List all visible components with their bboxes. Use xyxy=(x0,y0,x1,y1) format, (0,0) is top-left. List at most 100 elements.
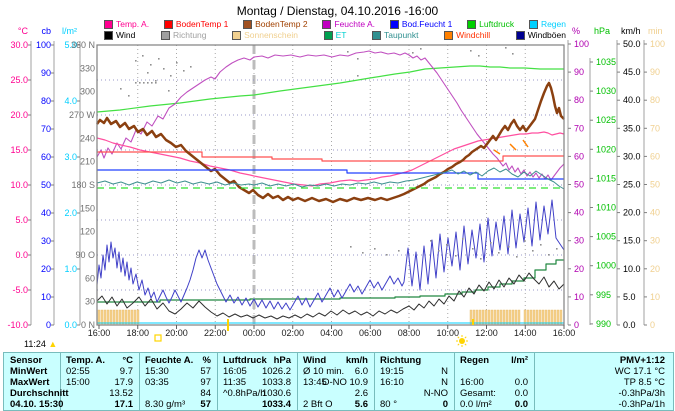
legend-item-wind[interactable]: Wind xyxy=(104,31,135,40)
sunshine-bar xyxy=(130,309,134,325)
sunshine-bar xyxy=(523,309,527,325)
legend-item-richtung[interactable]: Richtung xyxy=(160,31,207,40)
cell-value: 1026.2 xyxy=(261,366,291,377)
series-richtung-dot xyxy=(386,254,388,256)
legend-color-swatch xyxy=(160,31,170,40)
series-richtung-dot xyxy=(532,250,534,252)
axis-tick-label: -10.0 xyxy=(7,320,28,330)
cell-value: WC 17.1 °C xyxy=(614,366,665,377)
cell-text: 03:35 xyxy=(145,377,169,388)
series-luftdruck xyxy=(96,65,564,113)
legend-item-temp-a-[interactable]: Temp. A. xyxy=(104,20,149,29)
axis-tick-label: 5.0 xyxy=(64,40,77,50)
legend-item-windchill[interactable]: Windchill xyxy=(444,31,490,40)
axis-tick-label: 0.0 xyxy=(64,320,77,330)
legend-item-taupunkt[interactable]: Taupunkt xyxy=(372,31,419,40)
cell-value: 97 xyxy=(200,377,211,388)
sunrise-sun-ray xyxy=(464,343,467,346)
sunshine-bar xyxy=(112,309,116,325)
cell-value: N xyxy=(441,366,448,377)
axis-tick-label: % xyxy=(572,26,580,36)
cell-text: 02:55 xyxy=(66,366,90,377)
legend-color-swatch xyxy=(322,20,332,29)
series-richtung-dot xyxy=(155,82,157,84)
cell-value: -0.3hPa/1h xyxy=(618,399,665,410)
axis-tick-label: 16:00 xyxy=(553,328,576,338)
axis-tick-label: 90 O xyxy=(75,250,95,260)
legend-item-windb-en[interactable]: Windböen xyxy=(515,30,566,40)
legend-item-feuchte-a-[interactable]: Feuchte A. xyxy=(322,20,375,29)
cell-text: Feuchte A. xyxy=(145,355,194,366)
cell-value: 17.9 xyxy=(114,377,134,388)
table-row: MaxWert 15:00 17.9 03:35 97 11:35 1033.8 13:45 O… xyxy=(4,377,673,388)
axis-tick-label: 15.0 xyxy=(10,145,28,155)
axis-tick-label: 180 S xyxy=(71,180,95,190)
table-column-separator xyxy=(374,353,375,410)
series-richtung-dot xyxy=(163,68,165,70)
cell-text: 11:35 xyxy=(223,377,247,388)
data-cell: ^0.8hPa/h 1030.6 xyxy=(217,388,297,399)
sunshine-bar xyxy=(559,309,563,325)
page-title: Montag / Dienstag, 04.10.2016 -16:00 xyxy=(236,4,439,18)
axis-tick-label: 60 xyxy=(574,151,584,161)
axis-tick-label: 210 xyxy=(80,157,95,167)
legend-item-bod-feucht-1[interactable]: Bod.Feucht 1 xyxy=(389,20,452,29)
data-cell: 13:45 O-NO 10.9 xyxy=(297,377,374,388)
axis-tick-label: 100 xyxy=(650,39,665,49)
axis-tick-label: 1010 xyxy=(596,203,616,213)
legend-item-bodentemp-1[interactable]: BodenTemp 1 xyxy=(163,20,228,29)
table-column-separator xyxy=(217,353,218,410)
cell-value: N-NO xyxy=(423,388,448,399)
cell-text: Sensor xyxy=(10,355,43,366)
table-row: Durchschnitt 13.52 84 ^0.8hPa/h 1030.6 2.6 N-N… xyxy=(4,388,673,399)
series-wind xyxy=(96,272,565,320)
legend-item-label: Windböen xyxy=(527,30,566,40)
sunset-marker-icon xyxy=(154,334,162,342)
axis-tick-label: 30 xyxy=(41,236,51,246)
axis-tick-label: min xyxy=(648,26,663,36)
sunrise-sun-ray xyxy=(457,343,460,346)
axis-tick-label: 10 xyxy=(41,292,51,302)
data-cell: 16:10 N xyxy=(374,377,454,388)
cell-value: 0.0 xyxy=(514,399,528,410)
data-cell: 03:35 97 xyxy=(139,377,217,388)
table-row: 04.10. 15:30 17.1 8.30 g/m³ 57 1033.4 2 Bft O… xyxy=(4,399,673,410)
legend-item-regen[interactable]: Regen xyxy=(528,20,566,29)
sunshine-bar xyxy=(487,309,491,325)
cell-text: 15:30 xyxy=(145,366,169,377)
sunshine-bar xyxy=(529,309,533,325)
legend-color-swatch xyxy=(372,31,382,40)
data-cell: 16:05 1026.2 xyxy=(217,366,297,377)
axis-tick-label: 10.0 xyxy=(623,264,641,274)
legend-item-luftdruck[interactable]: Luftdruck xyxy=(467,20,514,29)
header-cell: Feuchte A.% xyxy=(139,355,217,366)
axis-tick-label: km/h xyxy=(621,26,641,36)
cell-value: % xyxy=(202,355,211,366)
legend-item-sonnenschein[interactable]: Sonnenschein xyxy=(232,31,298,40)
row-label: Durchschnitt xyxy=(4,388,69,399)
legend-item-bodentemp-2[interactable]: BodenTemp 2 xyxy=(243,19,308,29)
series-bod-feucht1 xyxy=(97,169,564,180)
series-richtung-dot xyxy=(120,88,122,90)
sunshine-bar xyxy=(124,309,128,325)
series-et xyxy=(97,259,564,303)
series-richtung-dot xyxy=(556,248,558,250)
legend-item-et[interactable]: ET xyxy=(323,31,346,40)
series-richtung-dot xyxy=(147,72,149,74)
cell-value: 57 xyxy=(200,366,211,377)
legend-item-label: BodenTemp 2 xyxy=(255,19,308,29)
cell-value: 1033.8 xyxy=(261,377,291,388)
series-richtung-dot xyxy=(438,250,440,252)
series-temp-a xyxy=(96,131,565,187)
axis-tick-label: 40 xyxy=(41,208,51,218)
axis-tick-label: 0.0 xyxy=(623,320,636,330)
header-cell: Wind km/h xyxy=(297,355,374,366)
axis-tick-label: 30.0 xyxy=(10,40,28,50)
data-cell xyxy=(454,366,534,377)
axis-tick-label: 80 xyxy=(650,95,660,105)
sunshine-bar xyxy=(133,309,137,325)
row-label: 04.10. 15:30 xyxy=(4,399,63,410)
series-richtung-dot xyxy=(446,244,448,246)
cell-text: 13:45 xyxy=(303,377,327,388)
